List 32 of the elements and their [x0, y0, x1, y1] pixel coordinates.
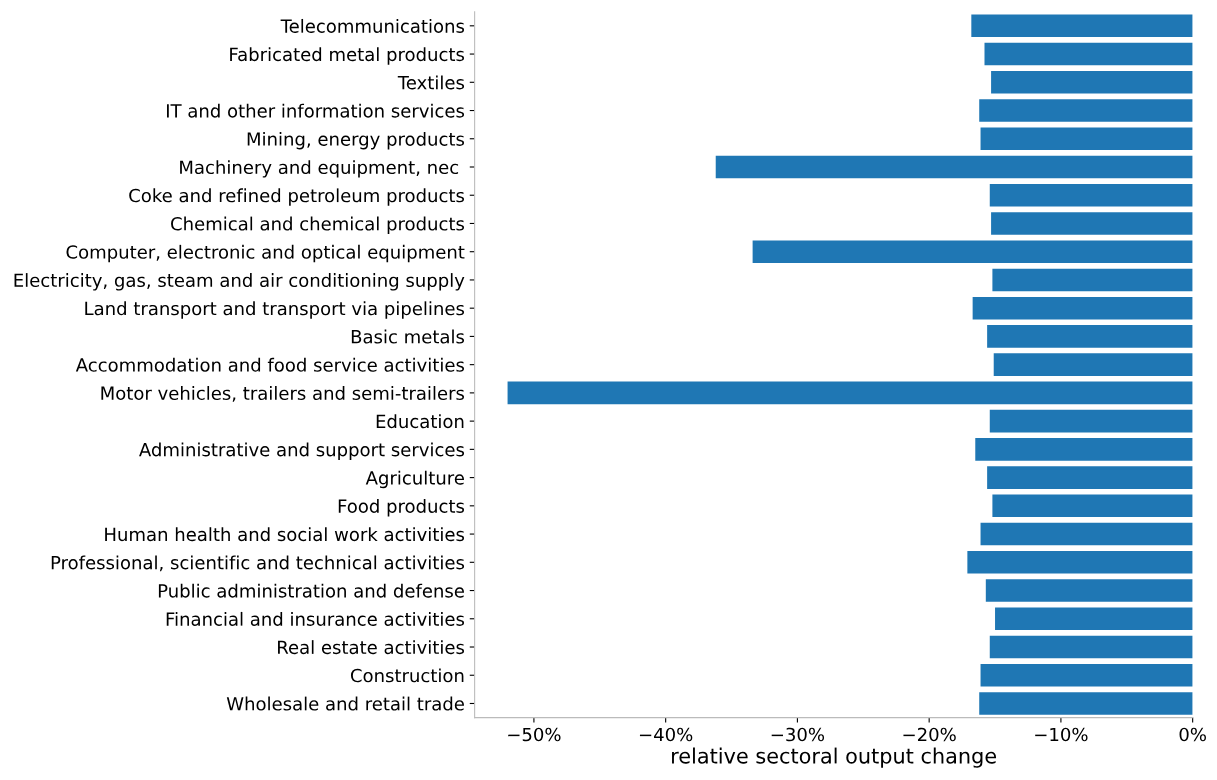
y-tick-label: Construction	[350, 668, 464, 683]
y-tick-label: Accommodation and food service activities	[75, 357, 465, 372]
y-tick-label: Human health and social work activities	[105, 527, 465, 542]
y-tick-label: Administrative and support services	[139, 442, 465, 460]
y-tick-label: Telecommunications	[280, 18, 465, 33]
y-tick-label: Chemical and chemical products	[171, 216, 465, 235]
x-tick-label: −40%	[639, 727, 693, 742]
y-tick-label: Wholesale and retail trade	[226, 696, 464, 711]
x-tick-label: −20%	[903, 727, 956, 742]
y-tick-label: Financial and insurance activities	[166, 611, 465, 626]
y-tick-label: Electricity, gas, steam and air conditioning supply	[14, 273, 465, 291]
y-tick-label: Land transport and transport via pipelines	[85, 301, 465, 319]
y-tick-label: Machinery and equipment, nec	[180, 160, 459, 178]
x-axis-title: relative sectoral output change	[672, 747, 997, 768]
x-tick-label: −50%	[508, 727, 561, 742]
y-tick-label: Real estate activities	[278, 640, 465, 655]
y-tick-label: Basic metals	[351, 329, 465, 344]
y-tick-label: Motor vehicles, trailers and semi-trailers	[101, 386, 465, 402]
y-tick-label: Education	[376, 414, 464, 429]
x-tick-label: 0%	[1179, 727, 1206, 742]
y-tick-label: Agriculture	[365, 470, 464, 489]
y-tick-label: Coke and refined petroleum products	[129, 188, 465, 206]
y-tick-label: Fabricated metal products	[230, 47, 465, 65]
x-tick-label: −10%	[1035, 727, 1088, 742]
y-tick-label: Textiles	[397, 75, 465, 90]
y-tick-label: Mining, energy products	[247, 131, 465, 150]
y-tick-label: Public administration and defense	[158, 583, 464, 598]
y-tick-label: Food products	[338, 498, 465, 517]
y-tick-label: Professional, scientific and technical activities	[51, 555, 465, 572]
y-tick-label: Computer, electronic and optical equipment	[66, 244, 465, 263]
y-tick-label: IT and other information services	[167, 103, 465, 118]
x-tick-label: −30%	[771, 727, 825, 742]
